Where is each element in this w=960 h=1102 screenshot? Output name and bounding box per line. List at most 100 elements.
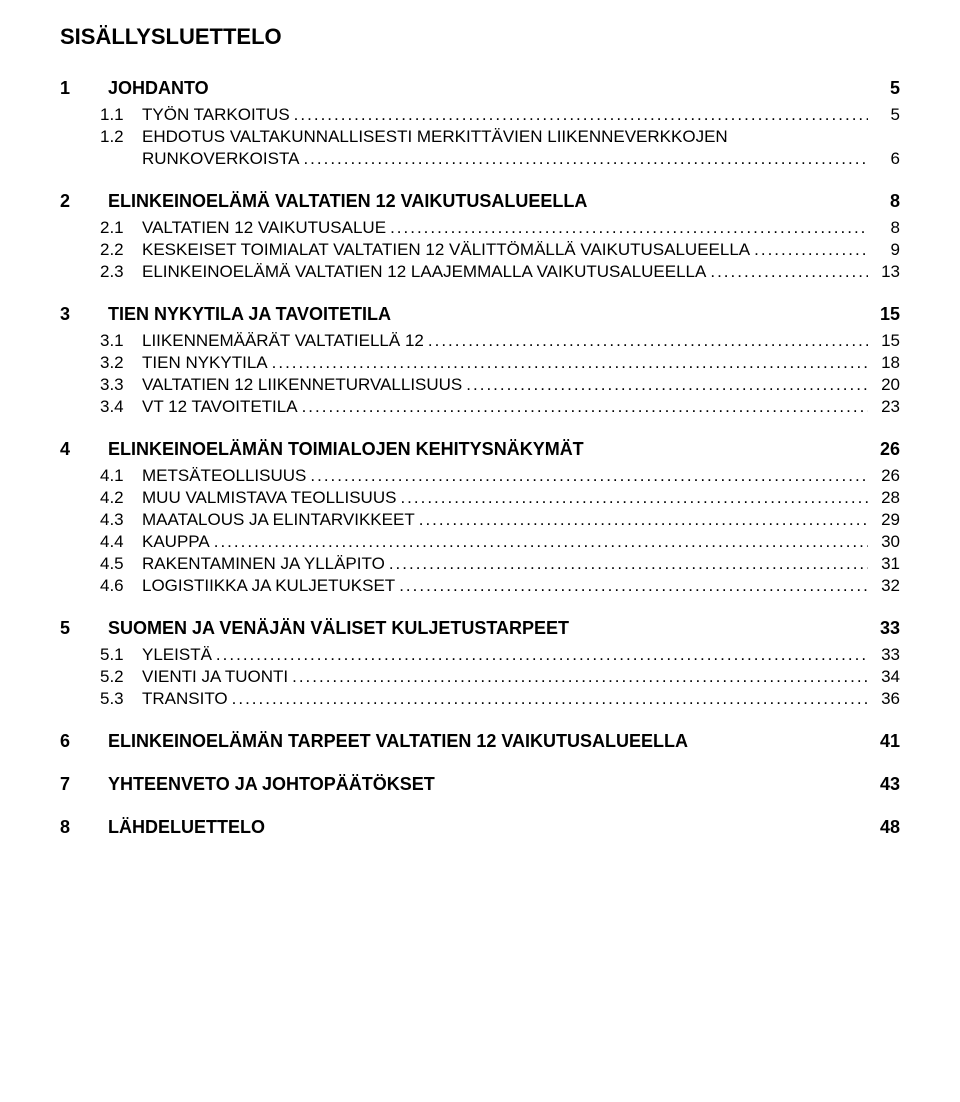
toc-entry-number: 1.1 <box>100 105 134 125</box>
toc-entry-level2: 5.3TRANSITO.............................… <box>100 689 900 709</box>
toc-entry-text: KAUPPA <box>142 532 210 552</box>
toc-entry-level1: 5 SUOMEN JA VENÄJÄN VÄLISET KULJETUSTARPE… <box>60 618 900 639</box>
toc-entry-text: MAATALOUS JA ELINTARVIKKEET <box>142 510 415 530</box>
toc-entry-number: 1.2 <box>100 127 134 147</box>
toc-entry-number: 5 <box>60 618 100 639</box>
toc-entry-page: 28 <box>872 488 900 508</box>
toc-leader: ........................................… <box>302 397 868 417</box>
toc-entry-text: LIIKENNEMÄÄRÄT VALTATIELLÄ 12 <box>142 331 424 351</box>
toc-entry-number: 3.3 <box>100 375 134 395</box>
toc-leader: ........................................… <box>419 510 868 530</box>
toc-leader: ........................................… <box>428 331 868 351</box>
toc-entry-text: SUOMEN JA VENÄJÄN VÄLISET KULJETUSTARPEE… <box>108 618 569 639</box>
toc-entry-level2: 2.3ELINKEINOELÄMÄ VALTATIEN 12 LAAJEMMAL… <box>100 262 900 282</box>
toc-leader: ........................................… <box>754 240 868 260</box>
toc-entry-level2: 3.3VALTATIEN 12 LIIKENNETURVALLISUUS....… <box>100 375 900 395</box>
toc-entry-text: RUNKOVERKOISTA <box>142 149 299 169</box>
toc-entry-number: 4.1 <box>100 466 134 486</box>
toc-entry-text: MUU VALMISTAVA TEOLLISUUS <box>142 488 396 508</box>
toc-leader: ........................................… <box>390 218 868 238</box>
toc-entry-level1: 6ELINKEINOELÄMÄN TARPEET VALTATIEN 12 VA… <box>60 731 900 752</box>
toc-entry-number: 5.2 <box>100 667 134 687</box>
toc-leader: ........................................… <box>232 689 868 709</box>
toc-entry-text: LOGISTIIKKA JA KULJETUKSET <box>142 576 395 596</box>
toc-entry-level1: 2 ELINKEINOELÄMÄ VALTATIEN 12 VAIKUTUSALU… <box>60 191 900 212</box>
toc-entry-level2: 4.5RAKENTAMINEN JA YLLÄPITO.............… <box>100 554 900 574</box>
toc-entry-page: 13 <box>872 262 900 282</box>
toc-entry-level2: 3.2 TIEN NYKYTILA........................… <box>100 353 900 373</box>
toc-entry-number: 4.5 <box>100 554 134 574</box>
toc-entry-text: METSÄTEOLLISUUS <box>142 466 306 486</box>
toc-entry-page: 48 <box>872 817 900 838</box>
toc-leader: ........................................… <box>466 375 868 395</box>
toc-entry-number: 2.2 <box>100 240 134 260</box>
toc-entry-text: KESKEISET TOIMIALAT VALTATIEN 12 VÄLITTÖ… <box>142 240 750 260</box>
toc-entry-page: 41 <box>872 731 900 752</box>
toc-entry-level1: 3 TIEN NYKYTILA JA TAVOITETILA 15 <box>60 304 900 325</box>
toc-entry-text: VIENTI JA TUONTI <box>142 667 288 687</box>
toc-entry-number: 2.1 <box>100 218 134 238</box>
toc-entry-text: TIEN NYKYTILA JA TAVOITETILA <box>108 304 391 325</box>
toc-entry-level2: 3.4 VT 12 TAVOITETILA....................… <box>100 397 900 417</box>
toc-entry-text: TIEN NYKYTILA <box>142 353 268 373</box>
toc-leader: ........................................… <box>400 488 868 508</box>
toc-entry-page: 5 <box>872 78 900 99</box>
toc-leader: ........................................… <box>294 105 868 125</box>
doc-title: SISÄLLYSLUETTELO <box>60 24 900 50</box>
toc-entry-page: 32 <box>872 576 900 596</box>
toc-entry-number: 6 <box>60 731 100 752</box>
toc-entry-level2: 5.1YLEISTÄ..............................… <box>100 645 900 665</box>
toc-entry-level2: 4.4KAUPPA...............................… <box>100 532 900 552</box>
toc-entry-page: 43 <box>872 774 900 795</box>
toc-entry-level2: 4.1 METSÄTEOLLISUUS......................… <box>100 466 900 486</box>
toc-entry-level1: 1 JOHDANTO 5 <box>60 78 900 99</box>
toc-entry-text: ELINKEINOELÄMÄ VALTATIEN 12 VAIKUTUSALUE… <box>108 191 587 212</box>
toc-entry-text: JOHDANTO <box>108 78 209 99</box>
toc-entry-number: 3.4 <box>100 397 134 417</box>
toc-entry-level1: 7 YHTEENVETO JA JOHTOPÄÄTÖKSET 43 <box>60 774 900 795</box>
toc-entry-number: 1 <box>60 78 100 99</box>
toc-leader: ........................................… <box>214 532 868 552</box>
toc-entry-level2: 1.1 TYÖN TARKOITUS.......................… <box>100 105 900 125</box>
toc-entry-number: 7 <box>60 774 100 795</box>
toc-entry-text: VT 12 TAVOITETILA <box>142 397 298 417</box>
toc-entry-page: 8 <box>872 218 900 238</box>
toc-leader: ........................................… <box>389 554 868 574</box>
toc-entry-level2: 5.2VIENTI JA TUONTI.....................… <box>100 667 900 687</box>
toc-entry-page: 33 <box>872 618 900 639</box>
toc-entry-number: 8 <box>60 817 100 838</box>
toc-entry-text: VALTATIEN 12 VAIKUTUSALUE <box>142 218 386 238</box>
toc-entry-level2: 3.1 LIIKENNEMÄÄRÄT VALTATIELLÄ 12........… <box>100 331 900 351</box>
toc-entry-page: 18 <box>872 353 900 373</box>
toc-entry-page: 26 <box>872 466 900 486</box>
toc-entry-page: 36 <box>872 689 900 709</box>
toc-entry-text: ELINKEINOELÄMÄ VALTATIEN 12 LAAJEMMALLA … <box>142 262 706 282</box>
toc-entry-text: YHTEENVETO JA JOHTOPÄÄTÖKSET <box>108 774 435 795</box>
toc-entry-number: 3 <box>60 304 100 325</box>
toc-leader: ........................................… <box>216 645 868 665</box>
toc-entry-page: 15 <box>872 304 900 325</box>
toc-entry-page: 29 <box>872 510 900 530</box>
toc-leader: ........................................… <box>310 466 868 486</box>
toc-entry-number: 2 <box>60 191 100 212</box>
toc-entry-number: 3.1 <box>100 331 134 351</box>
toc-leader: ........................................… <box>272 353 868 373</box>
toc-entry-level2: RUNKOVERKOISTA..........................… <box>100 149 900 169</box>
toc-entry-text: ELINKEINOELÄMÄN TOIMIALOJEN KEHITYSNÄKYM… <box>108 439 584 460</box>
toc-leader: ........................................… <box>399 576 868 596</box>
toc-entry-level2: 4.3MAATALOUS JA ELINTARVIKKEET..........… <box>100 510 900 530</box>
toc-entry-level2: 1.2 EHDOTUS VALTAKUNNALLISESTI MERKITTÄVI… <box>100 127 900 147</box>
toc-entry-number: 5.1 <box>100 645 134 665</box>
toc-entry-text: LÄHDELUETTELO <box>108 817 265 838</box>
toc-entry-text: EHDOTUS VALTAKUNNALLISESTI MERKITTÄVIEN … <box>142 127 728 147</box>
toc-entry-number: 3.2 <box>100 353 134 373</box>
toc-entry-level2: 4.6LOGISTIIKKA JA KULJETUKSET...........… <box>100 576 900 596</box>
toc-leader: ........................................… <box>710 262 868 282</box>
toc-entry-text: TYÖN TARKOITUS <box>142 105 290 125</box>
toc-entry-page: 6 <box>872 149 900 169</box>
toc-entry-page: 33 <box>872 645 900 665</box>
toc-entry-page: 23 <box>872 397 900 417</box>
toc-entry-page: 15 <box>872 331 900 351</box>
table-of-contents: 1 JOHDANTO 5 1.1 TYÖN TARKOITUS.............… <box>60 78 900 838</box>
toc-entry-page: 20 <box>872 375 900 395</box>
